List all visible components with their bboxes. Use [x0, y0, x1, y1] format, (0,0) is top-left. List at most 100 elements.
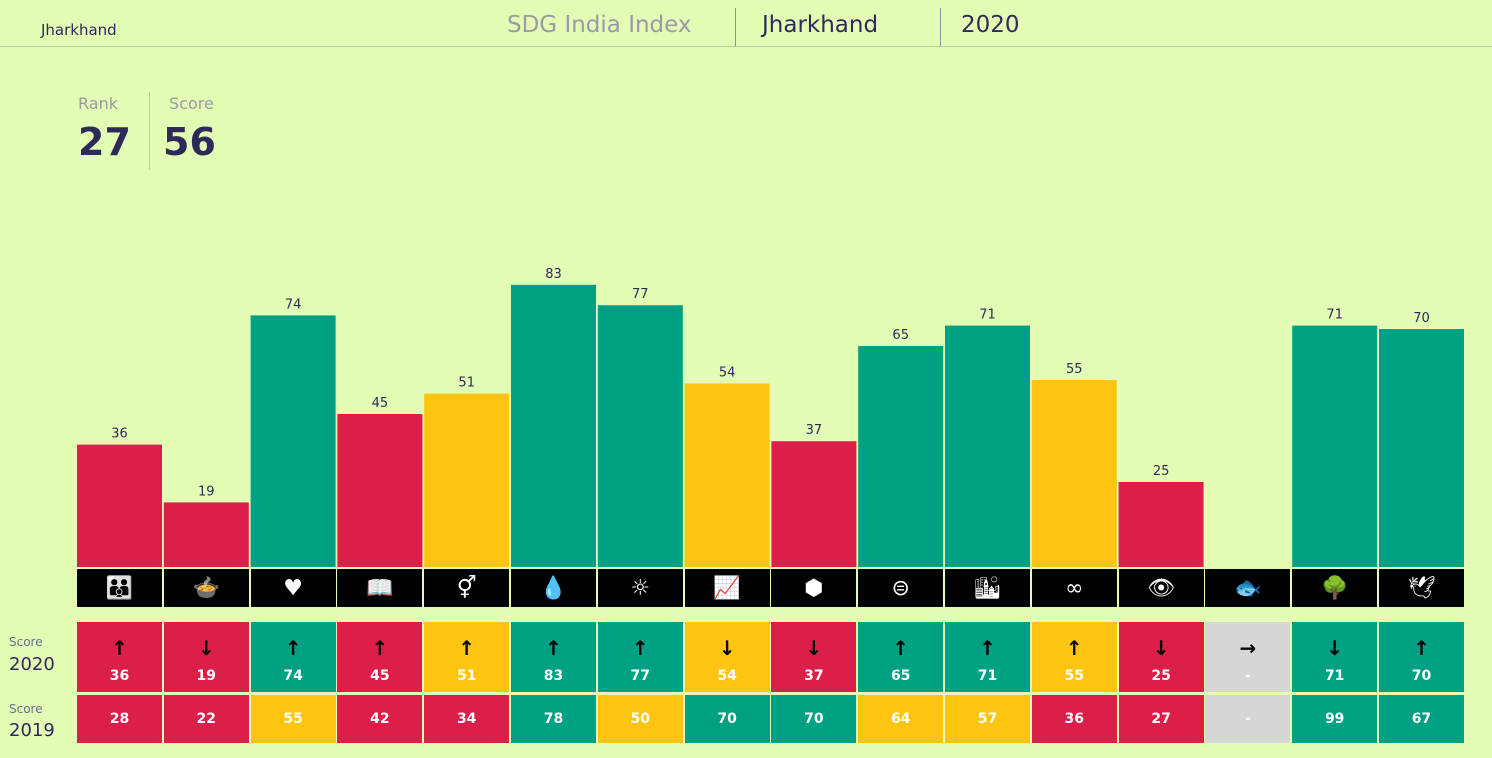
bar-value-label: 83	[545, 267, 562, 282]
bar-sdg9[interactable]	[771, 441, 857, 567]
score-2019-cell: 27	[1118, 695, 1204, 743]
score-2019-cell: 28	[77, 695, 162, 743]
score-2019-cell: 70	[771, 695, 857, 743]
score-2019-cell: 34	[424, 695, 510, 743]
score-2020-value: 70	[1411, 668, 1432, 684]
score-2020-cell: ↓ 71	[1292, 622, 1378, 692]
brand-label[interactable]: Jharkhand	[41, 21, 117, 39]
score-2019-cell: 50	[597, 695, 683, 743]
bar-sdg4[interactable]	[337, 414, 423, 567]
score-2019-cell: 55	[250, 695, 336, 743]
trend-up-icon: ↑	[111, 636, 128, 660]
trend-up-icon: ↑	[1413, 636, 1430, 660]
bar-sdg5[interactable]	[424, 393, 510, 567]
bar-sdg3[interactable]	[250, 315, 336, 567]
bowl-icon[interactable]: 🍲	[163, 569, 249, 607]
trend-down-icon: ↓	[1152, 636, 1170, 660]
sdg-bar-chart: 36 19 74 45 51 83 77 54 37 65 71 55 25 71 70	[77, 267, 1464, 567]
sun-icon[interactable]: ☼	[597, 569, 683, 607]
cubes-icon[interactable]: ⬢	[771, 569, 857, 607]
rank-label: Rank	[78, 94, 118, 113]
book-icon[interactable]: 📖	[337, 569, 423, 607]
score-2020-cell: ↑ 45	[337, 622, 423, 692]
gender-icon[interactable]: ⚥	[424, 569, 510, 607]
water-icon[interactable]: 💧	[511, 569, 596, 607]
score-2020-value: 55	[1064, 668, 1085, 684]
rank-value: 27	[78, 120, 131, 164]
bar-sdg16[interactable]	[1379, 329, 1464, 567]
bar-value-label: 77	[632, 287, 649, 302]
score-2019-cell: 42	[337, 695, 423, 743]
city-icon[interactable]: 🏙	[945, 569, 1030, 607]
score-2020-label: Score	[9, 635, 43, 649]
score-2020-value: 71	[1324, 668, 1345, 684]
year-2019-label: 2019	[9, 720, 55, 741]
bar-value-label: 71	[979, 308, 996, 323]
score-2020-cell: ↑ 70	[1379, 622, 1464, 692]
score-2020-value: 77	[630, 668, 651, 684]
bar-sdg6[interactable]	[511, 284, 596, 567]
score-2020-cell: ↑ 74	[250, 622, 336, 692]
bar-sdg1[interactable]	[77, 444, 162, 567]
bar-value-label: 55	[1066, 362, 1083, 377]
score-2020-value: 25	[1151, 668, 1171, 684]
bar-sdg7[interactable]	[597, 305, 683, 567]
bar-value-label: 70	[1413, 311, 1430, 326]
bar-value-label: 54	[719, 365, 736, 380]
bar-sdg8[interactable]	[684, 383, 770, 567]
bar-sdg2[interactable]	[163, 502, 249, 567]
bar-value-label: 65	[892, 328, 909, 343]
fish-icon[interactable]: 🐟	[1205, 569, 1291, 607]
score-2019-label: Score	[9, 702, 43, 716]
trend-down-icon: ↓	[197, 636, 215, 660]
trend-up-icon: ↑	[979, 636, 996, 660]
bar-sdg15[interactable]	[1292, 325, 1378, 567]
equal-icon[interactable]: ⊜	[858, 569, 944, 607]
top-bar: Jharkhand SDG India Index Jharkhand 2020	[0, 0, 1492, 47]
score-2020-value: 51	[456, 668, 477, 684]
score-2019-cell: 64	[858, 695, 944, 743]
stat-divider	[149, 92, 150, 170]
score-2020-value: 45	[370, 668, 390, 684]
bar-value-label: 25	[1153, 464, 1170, 479]
bar-sdg11[interactable]	[945, 325, 1030, 567]
trend-up-icon: ↑	[545, 636, 562, 660]
score-2020-cell: ↓ 37	[771, 622, 857, 692]
score-2020-cell: ↑ 55	[1031, 622, 1117, 692]
tree-icon[interactable]: 🌳	[1292, 569, 1378, 607]
bar-sdg10[interactable]	[858, 346, 944, 567]
year-2020-label: 2020	[9, 654, 55, 675]
score-2020-cell: ↓ 19	[163, 622, 249, 692]
heartbeat-icon[interactable]: ♥	[250, 569, 336, 607]
bar-sdg13[interactable]	[1118, 482, 1204, 567]
family-icon[interactable]: 👪	[77, 569, 162, 607]
state-selector[interactable]: Jharkhand	[762, 12, 879, 38]
score-2020-cell: ↑ 83	[511, 622, 596, 692]
trend-up-icon: ↑	[631, 636, 649, 660]
score-value: 56	[163, 120, 216, 164]
score-2020-cell: ↓ 25	[1118, 622, 1204, 692]
dove-icon[interactable]: 🕊	[1379, 569, 1464, 607]
trend-up-icon: ↑	[892, 636, 910, 660]
score-2020-value: 71	[977, 668, 998, 684]
score-2020-value: 65	[890, 668, 911, 684]
score-2020-cell: ↑ 71	[945, 622, 1030, 692]
bar-sdg12[interactable]	[1031, 380, 1117, 567]
score-2019-cell: 22	[163, 695, 249, 743]
score-2019-cell: -	[1205, 695, 1291, 743]
score-2020-cell: ↑ 51	[424, 622, 510, 692]
score-2020-value: 74	[283, 668, 303, 684]
score-2019-cell: 67	[1379, 695, 1464, 743]
growth-chart-icon[interactable]: 📈	[684, 569, 770, 607]
trend-up-icon: ↑	[371, 636, 389, 660]
trend-up-icon: ↑	[1065, 636, 1083, 660]
index-title[interactable]: SDG India Index	[507, 12, 692, 38]
score-label: Score	[169, 94, 214, 113]
year-selector[interactable]: 2020	[961, 12, 1020, 38]
score-2019-cell: 57	[945, 695, 1030, 743]
eye-icon[interactable]: 👁	[1118, 569, 1204, 607]
infinity-icon[interactable]: ∞	[1031, 569, 1117, 607]
trend-up-icon: ↑	[458, 636, 476, 660]
score-2020-cell: ↑ 77	[597, 622, 683, 692]
score-2020-value: -	[1244, 668, 1251, 684]
